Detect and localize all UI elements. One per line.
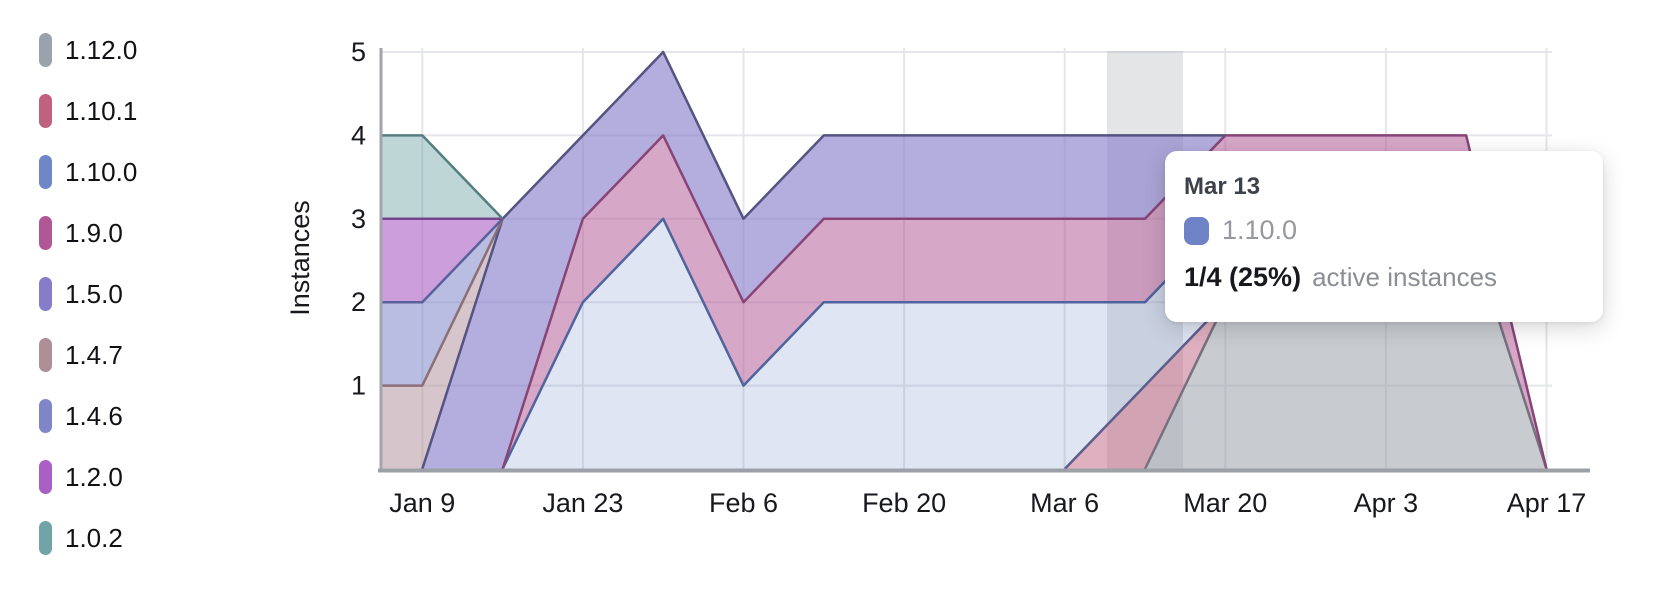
chart-legend: 1.12.0 1.10.1 1.10.0 1.9.0 1.5.0 1.4.7 1.4.6 1.… — [39, 33, 137, 555]
legend-label: 1.2.0 — [65, 462, 123, 492]
y-tick-label: 3 — [351, 204, 366, 234]
legend-swatch-icon — [39, 216, 52, 250]
legend-item-1.10.1[interactable]: 1.10.1 — [39, 94, 137, 128]
y-tick-label: 2 — [351, 287, 366, 317]
x-tick-label: Feb 20 — [862, 488, 946, 518]
line-1.5.0 — [421, 50, 1226, 470]
area-1.10.0 — [381, 218, 1547, 469]
legend-label: 1.10.1 — [65, 96, 138, 126]
legend-swatch-icon — [39, 521, 52, 555]
legend-label: 1.4.6 — [65, 401, 123, 431]
x-tick-label: Feb 6 — [709, 488, 778, 518]
legend-swatch-icon — [39, 33, 52, 67]
y-axis-title: Instances — [285, 200, 315, 316]
legend-item-1.5.0[interactable]: 1.5.0 — [39, 277, 137, 311]
legend-item-1.10.0[interactable]: 1.10.0 — [39, 155, 137, 189]
legend-swatch-icon — [39, 155, 52, 189]
legend-label: 1.12.0 — [65, 35, 138, 65]
line-1.4.6 — [381, 217, 504, 304]
legend-swatch-icon — [39, 399, 52, 433]
legend-swatch-icon — [39, 338, 52, 372]
chart-tooltip: Mar 13 1.10.0 1/4 (25%) active instances — [1165, 151, 1603, 322]
legend-label: 1.5.0 — [65, 279, 123, 309]
tooltip-value: 1/4 (25%) — [1184, 262, 1302, 292]
legend-item-1.9.0[interactable]: 1.9.0 — [39, 216, 137, 250]
legend-item-1.4.7[interactable]: 1.4.7 — [39, 338, 137, 372]
legend-item-1.12.0[interactable]: 1.12.0 — [39, 33, 137, 67]
line-1.10.1 — [1063, 301, 1227, 470]
tooltip-value-suffix: active instances — [1312, 262, 1498, 292]
x-tick-label: Jan 9 — [389, 488, 455, 518]
y-tick-label: 1 — [351, 371, 366, 401]
x-tick-label: Mar 6 — [1030, 488, 1099, 518]
x-tick-label: Jan 23 — [542, 488, 623, 518]
y-tick-label: 4 — [351, 120, 366, 150]
x-tick-label: Mar 20 — [1183, 488, 1267, 518]
legend-swatch-icon — [39, 94, 52, 128]
legend-label: 1.9.0 — [65, 218, 123, 248]
tooltip-date: Mar 13 — [1184, 173, 1261, 200]
legend-label: 1.4.7 — [65, 340, 123, 370]
tooltip-series-label: 1.10.0 — [1222, 215, 1298, 245]
tooltip-series-swatch-icon — [1184, 216, 1209, 245]
legend-swatch-icon — [39, 460, 52, 494]
line-1.9.0 — [501, 134, 1548, 470]
legend-item-1.4.6[interactable]: 1.4.6 — [39, 399, 137, 433]
line-1.4.7 — [381, 218, 504, 387]
legend-swatch-icon — [39, 277, 52, 311]
legend-label: 1.0.2 — [65, 523, 123, 553]
x-tick-labels: Jan 9 Jan 23 Feb 6 Feb 20 Mar 6 Mar 20 Apr 3 Ap… — [389, 488, 1586, 518]
x-tick-label: Apr 3 — [1354, 488, 1419, 518]
legend-item-1.2.0[interactable]: 1.2.0 — [39, 460, 137, 494]
legend-label: 1.10.0 — [65, 157, 138, 187]
line-1.0.2 — [381, 134, 504, 220]
y-tick-label: 5 — [351, 37, 366, 67]
legend-item-1.0.2[interactable]: 1.0.2 — [39, 521, 137, 555]
y-tick-labels: 1 2 3 4 5 — [351, 37, 366, 401]
x-tick-label: Apr 17 — [1507, 488, 1587, 518]
